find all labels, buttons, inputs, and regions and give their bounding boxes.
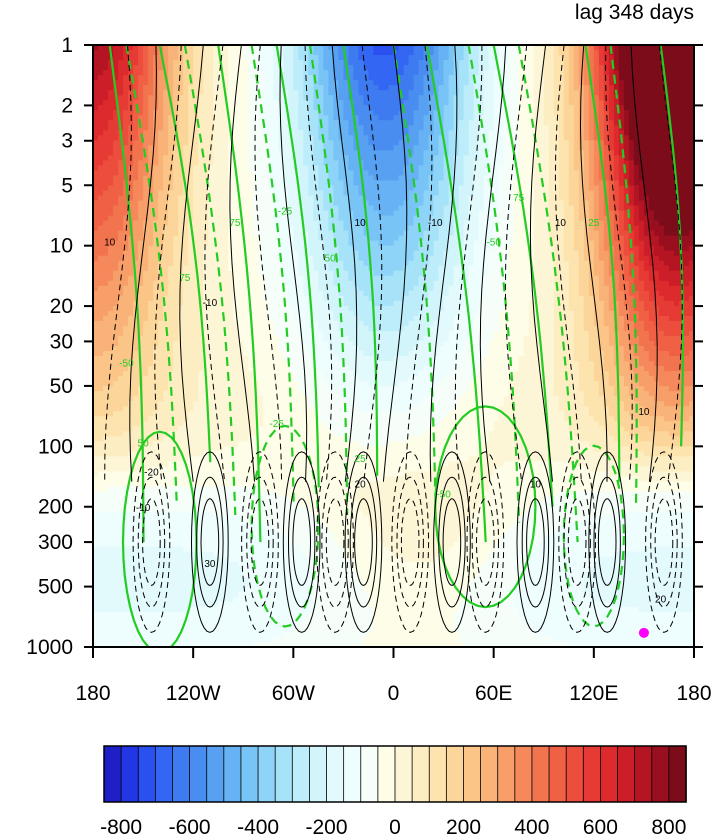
colorbar-bin <box>291 745 311 803</box>
colorbar-tick-label: 0 <box>389 816 401 838</box>
colorbar-tick-label: 200 <box>446 816 481 838</box>
contour-label: -25 <box>278 207 293 218</box>
contour-label: 10 <box>530 479 542 490</box>
colorbar-bin <box>463 745 482 803</box>
x-tick-label: 120E <box>569 682 618 705</box>
shaded-field <box>93 45 694 647</box>
colorbar-bin <box>497 745 516 803</box>
colorbar-bin <box>223 745 242 803</box>
colorbar-tick-label: -600 <box>169 816 211 838</box>
y-tick-label: 50 <box>50 375 73 398</box>
colorbar: -800 -600 -400 -200 0 200 400 600 800 <box>100 745 687 838</box>
y-tick-label: 2 <box>61 94 73 117</box>
contour-label: 10 <box>555 218 567 229</box>
contour-label: -50 <box>119 359 134 370</box>
contour-labels: 50 -50 75 75 -25 50 -50 75 25 -25 25 -50 10 -10 10 -10 -… <box>104 193 666 605</box>
colorbar-bin <box>343 745 362 803</box>
green-contours <box>108 45 684 647</box>
contour-label: 75 <box>513 193 525 204</box>
x-tick-label: 60E <box>475 682 512 705</box>
y-tick-label: 10 <box>50 235 73 258</box>
contour-label: -25 <box>269 419 284 430</box>
contour-label: 10 <box>638 407 650 418</box>
colorbar-tick-label: -800 <box>100 816 142 838</box>
colorbar-bin <box>411 745 430 803</box>
colorbar-bin <box>600 745 619 803</box>
colorbar-bin <box>394 745 413 803</box>
colorbar-bin <box>480 745 499 803</box>
colorbar-bin <box>617 745 636 803</box>
colorbar-bin <box>274 745 293 803</box>
contour-label: -50 <box>436 490 451 501</box>
contour-label: -10 <box>136 503 151 514</box>
contour-label: -10 <box>203 298 218 309</box>
colorbar-bin <box>103 745 122 803</box>
colorbar-bin <box>172 745 191 803</box>
colorbar-bin <box>514 745 533 803</box>
colorbar-tick-label: 400 <box>514 816 549 838</box>
contour-label: 75 <box>229 218 241 229</box>
colorbar-bin <box>548 745 567 803</box>
y-tick-label: 200 <box>38 496 73 519</box>
x-tick-label: 120W <box>166 682 221 705</box>
x-tick-label: 0 <box>388 682 400 705</box>
x-tick-label: 60W <box>272 682 315 705</box>
colorbar-bin <box>668 745 687 803</box>
colorbar-tick-label: -200 <box>305 816 347 838</box>
colorbar-bin <box>377 745 396 803</box>
colorbar-bin <box>120 745 139 803</box>
colorbar-bin <box>137 745 157 803</box>
colorbar-bin <box>240 745 259 803</box>
colorbar-tick-label: 600 <box>583 816 618 838</box>
y-axis: 1 2 3 5 10 20 30 50 100 200 300 500 1000 <box>26 34 703 659</box>
colorbar-tick-label: -400 <box>237 816 279 838</box>
y-tick-label: 1 <box>61 34 73 57</box>
y-tick-label: 300 <box>38 531 73 554</box>
colorbar-bin <box>582 745 602 803</box>
colorbar-bin <box>428 745 448 803</box>
colorbar-bin <box>565 745 584 803</box>
colorbar-bin <box>445 745 465 803</box>
y-tick-label: 30 <box>50 330 73 353</box>
colorbar-bin <box>257 745 276 803</box>
colorbar-bin <box>531 745 550 803</box>
y-tick-label: 500 <box>38 576 73 599</box>
colorbar-tick-label: 800 <box>651 816 686 838</box>
y-tick-label: 20 <box>50 295 73 318</box>
contour-label: 30 <box>204 559 216 570</box>
y-tick-label: 100 <box>38 435 73 458</box>
contour-label: 75 <box>179 273 191 284</box>
chart-title: lag 348 days <box>575 1 694 24</box>
contour-label: 10 <box>355 218 367 229</box>
x-axis: 180 120W 60W 0 60E 120E 180 <box>75 647 712 705</box>
plot-area: 50 -50 75 75 -25 50 -50 75 25 -25 25 -50 10 -10 10 -10 -… <box>92 44 695 648</box>
location-marker <box>638 627 649 638</box>
contour-label: 50 <box>325 254 337 265</box>
colorbar-bin <box>651 745 670 803</box>
colorbar-bin <box>189 745 208 803</box>
y-tick-label: 5 <box>61 174 73 197</box>
contour-label: -20 <box>144 468 159 479</box>
contour-label: 25 <box>355 454 367 465</box>
contour-label: -50 <box>486 238 501 249</box>
x-tick-label: 180 <box>75 682 110 705</box>
colorbar-bin <box>206 745 225 803</box>
colorbar-bin <box>154 745 174 803</box>
contour-label: 20 <box>655 595 667 606</box>
colorbar-bin <box>326 745 345 803</box>
y-tick-label: 1000 <box>26 636 73 659</box>
colorbar-bin <box>309 745 328 803</box>
contour-label: -10 <box>428 218 443 229</box>
contour-label: 50 <box>138 438 150 449</box>
x-tick-label: 180 <box>676 682 711 705</box>
black-contours <box>104 45 683 633</box>
colorbar-bin <box>360 745 379 803</box>
contour-label: 25 <box>588 218 600 229</box>
y-tick-label: 3 <box>61 130 73 153</box>
contour-label: 20 <box>355 479 367 490</box>
contour-label: 10 <box>104 238 116 249</box>
colorbar-bin <box>634 745 653 803</box>
